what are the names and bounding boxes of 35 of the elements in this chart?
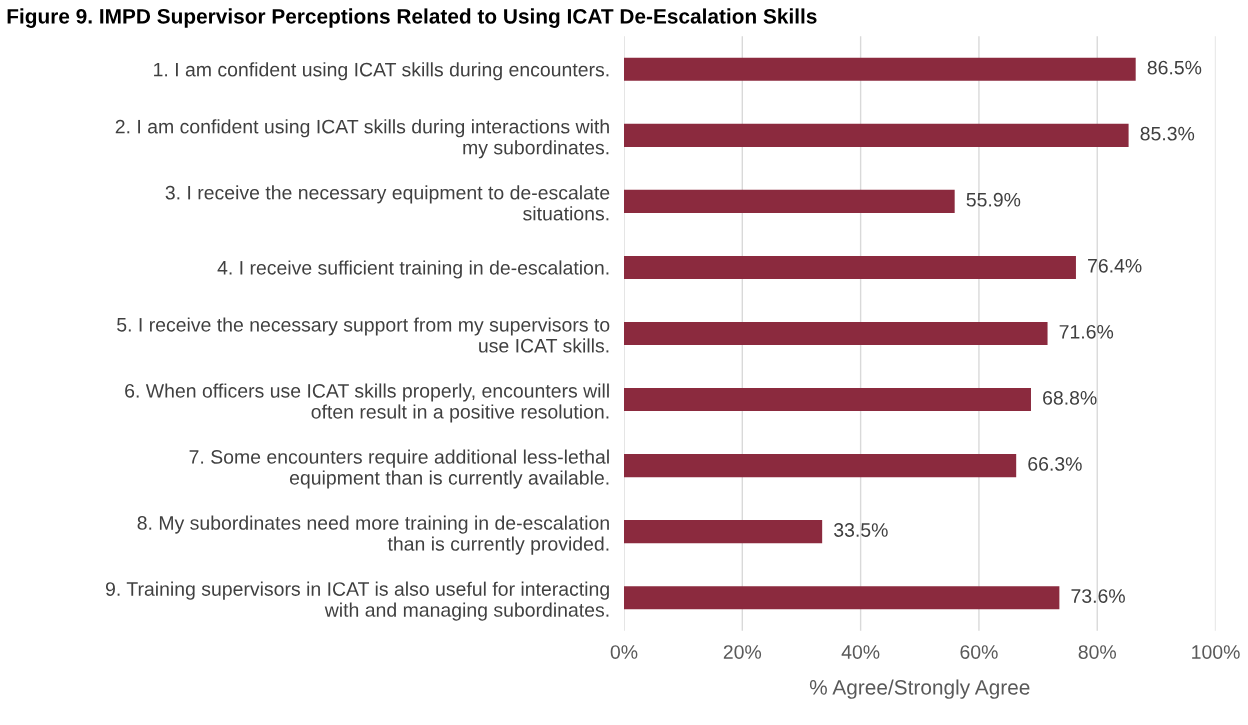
bar — [624, 255, 1076, 279]
data-label: 55.9% — [966, 192, 1021, 207]
y-tick-label: 2. I am confident using ICAT skills during interactions with my subordinates. — [115, 119, 609, 159]
x-tick-label: 60% — [960, 645, 998, 659]
bar — [624, 454, 1017, 478]
x-tick-label: 80% — [1078, 645, 1117, 659]
y-tick-label: 5. I receive the necessary support from my supervisors to use ICAT skills. — [117, 317, 610, 353]
bar — [624, 321, 1048, 346]
x-tick-label: 0% — [610, 645, 638, 659]
x-tick-label: 20% — [723, 645, 762, 659]
y-tick-label: 4. I receive sufficient training in de-escalation. — [217, 260, 609, 279]
y-tick-label: 9. Training supervisors in ICAT is also useful for interacting with and managing subordinates. — [105, 581, 609, 621]
y-tick-label: 3. I receive the necessary equipment to de-escalate situations. — [165, 185, 610, 221]
data-label: 71.6% — [1059, 324, 1114, 339]
data-label: 85.3% — [1140, 126, 1195, 141]
y-tick-label: 6. When officers use ICAT skills properly, encounters will often result in a positive resolution. — [125, 383, 609, 423]
bar — [624, 123, 1129, 147]
bar — [624, 586, 1060, 610]
x-axis-title: % Agree/Strongly Agree — [809, 679, 1030, 699]
bar — [624, 57, 1136, 81]
x-tick-label: 100% — [1192, 645, 1240, 659]
data-label: 86.5% — [1147, 60, 1202, 75]
data-label: 66.3% — [1028, 457, 1082, 471]
y-tick-label: 1. I am confident using ICAT skills during encounters. — [154, 62, 609, 81]
data-label: 73.6% — [1071, 589, 1125, 603]
x-tick-label: 40% — [841, 645, 880, 659]
data-label: 76.4% — [1088, 258, 1142, 273]
y-tick-label: 7. Some encounters require additional less-lethal equipment than is currently available. — [189, 449, 609, 489]
data-label: 33.5% — [834, 523, 888, 537]
text: Figure 9. IMPD Supervisor Perceptions Related to Using ICAT De-Escalation Skills — [7, 8, 817, 28]
bar — [624, 520, 823, 544]
y-tick-label: 8. My subordinates need more training in de-escalation than is currently provided. — [137, 515, 609, 555]
bar — [624, 388, 1031, 412]
data-label: 68.8% — [1043, 391, 1097, 405]
bar — [624, 189, 955, 213]
